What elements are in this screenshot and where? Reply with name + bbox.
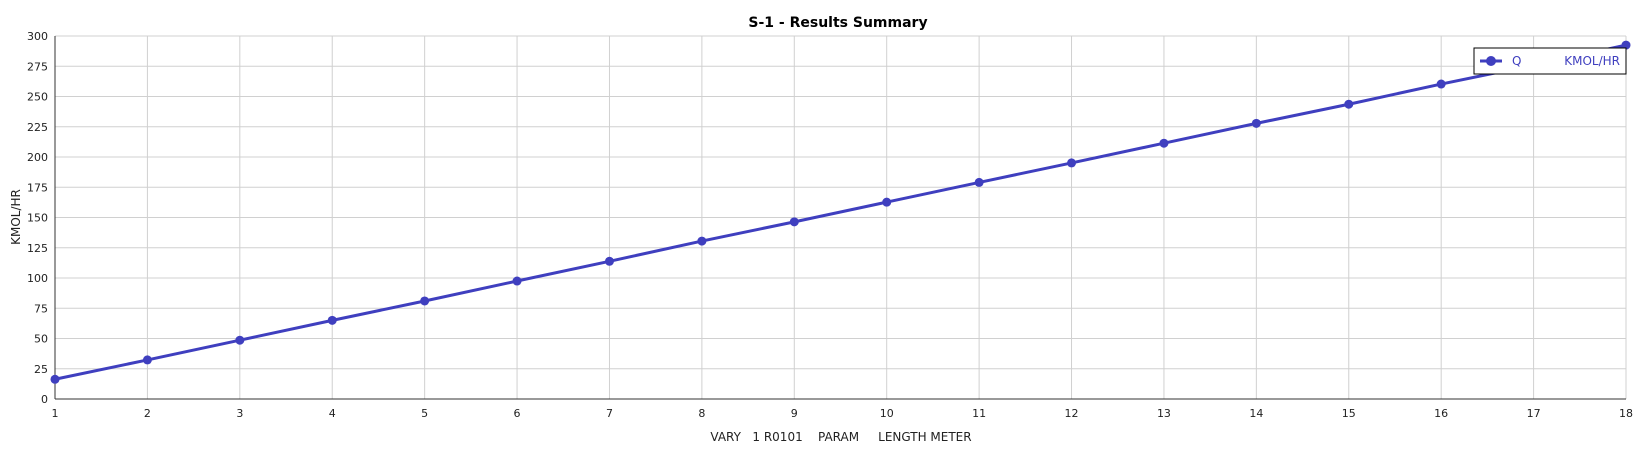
- x-tick-label: 16: [1434, 407, 1448, 420]
- data-point: [882, 197, 892, 207]
- x-tick-label: 13: [1157, 407, 1171, 420]
- y-tick-label: 225: [27, 121, 48, 134]
- series-q: [50, 40, 1631, 384]
- data-point: [327, 315, 337, 325]
- y-tick-label: 250: [27, 91, 48, 104]
- tick-labels: 1 2 3 4 5 6 7 8 9 10 11 12 13 14 15 16 17 180255075100125…: [27, 30, 1633, 420]
- data-point: [1436, 79, 1446, 89]
- x-tick-label: 14: [1249, 407, 1263, 420]
- x-tick-label: 18: [1619, 407, 1633, 420]
- y-tick-label: 150: [27, 212, 48, 225]
- data-point: [142, 355, 152, 365]
- y-tick-label: 275: [27, 60, 48, 73]
- chart-title: S-1 - Results Summary: [748, 15, 927, 31]
- x-tick-label: 15: [1342, 407, 1356, 420]
- data-point: [604, 256, 614, 266]
- x-tick-label: 11: [972, 407, 986, 420]
- y-tick-label: 125: [27, 242, 48, 255]
- x-tick-label: 12: [1065, 407, 1079, 420]
- axes: [54, 36, 1626, 400]
- data-point: [974, 177, 984, 187]
- series-line: [54, 43, 1627, 381]
- y-tick-label: 75: [34, 302, 48, 315]
- y-tick-label: 200: [27, 151, 48, 164]
- x-tick-label: 17: [1527, 407, 1541, 420]
- y-tick-label: 175: [27, 181, 48, 194]
- y-tick-label: 50: [34, 333, 48, 346]
- y-tick-label: 25: [34, 363, 48, 376]
- y-axis-title: KMOL/HR: [9, 189, 23, 245]
- y-tick-label: 0: [41, 393, 48, 406]
- y-tick-label: 100: [27, 272, 48, 285]
- data-point: [1251, 118, 1261, 128]
- x-tick-label: 3: [236, 407, 243, 420]
- x-axis-title: VARY 1 R0101 PARAM LENGTH METER: [710, 430, 971, 444]
- data-point: [789, 217, 799, 227]
- x-tick-label: 2: [144, 407, 151, 420]
- x-tick-label: 9: [791, 407, 798, 420]
- data-point: [420, 296, 430, 306]
- legend-series-unit: KMOL/HR: [1564, 54, 1620, 68]
- grid-lines: [54, 35, 1627, 400]
- x-tick-label: 7: [606, 407, 613, 420]
- x-tick-label: 6: [514, 407, 521, 420]
- x-tick-label: 8: [698, 407, 705, 420]
- data-point: [1159, 138, 1169, 148]
- data-point: [697, 236, 707, 246]
- x-tick-label: 1: [52, 407, 59, 420]
- x-tick-label: 4: [329, 407, 336, 420]
- data-point: [512, 276, 522, 286]
- x-tick-label: 5: [421, 407, 428, 420]
- legend-swatch-marker: [1486, 56, 1496, 66]
- data-point: [50, 374, 60, 384]
- data-point: [1067, 158, 1077, 168]
- legend[interactable]: Q KMOL/HR: [1473, 47, 1627, 75]
- data-point: [1344, 99, 1354, 109]
- x-tick-label: 10: [880, 407, 894, 420]
- y-tick-label: 300: [27, 30, 48, 43]
- legend-series-name: Q: [1512, 54, 1521, 68]
- data-point: [1621, 40, 1631, 50]
- data-point: [235, 335, 245, 345]
